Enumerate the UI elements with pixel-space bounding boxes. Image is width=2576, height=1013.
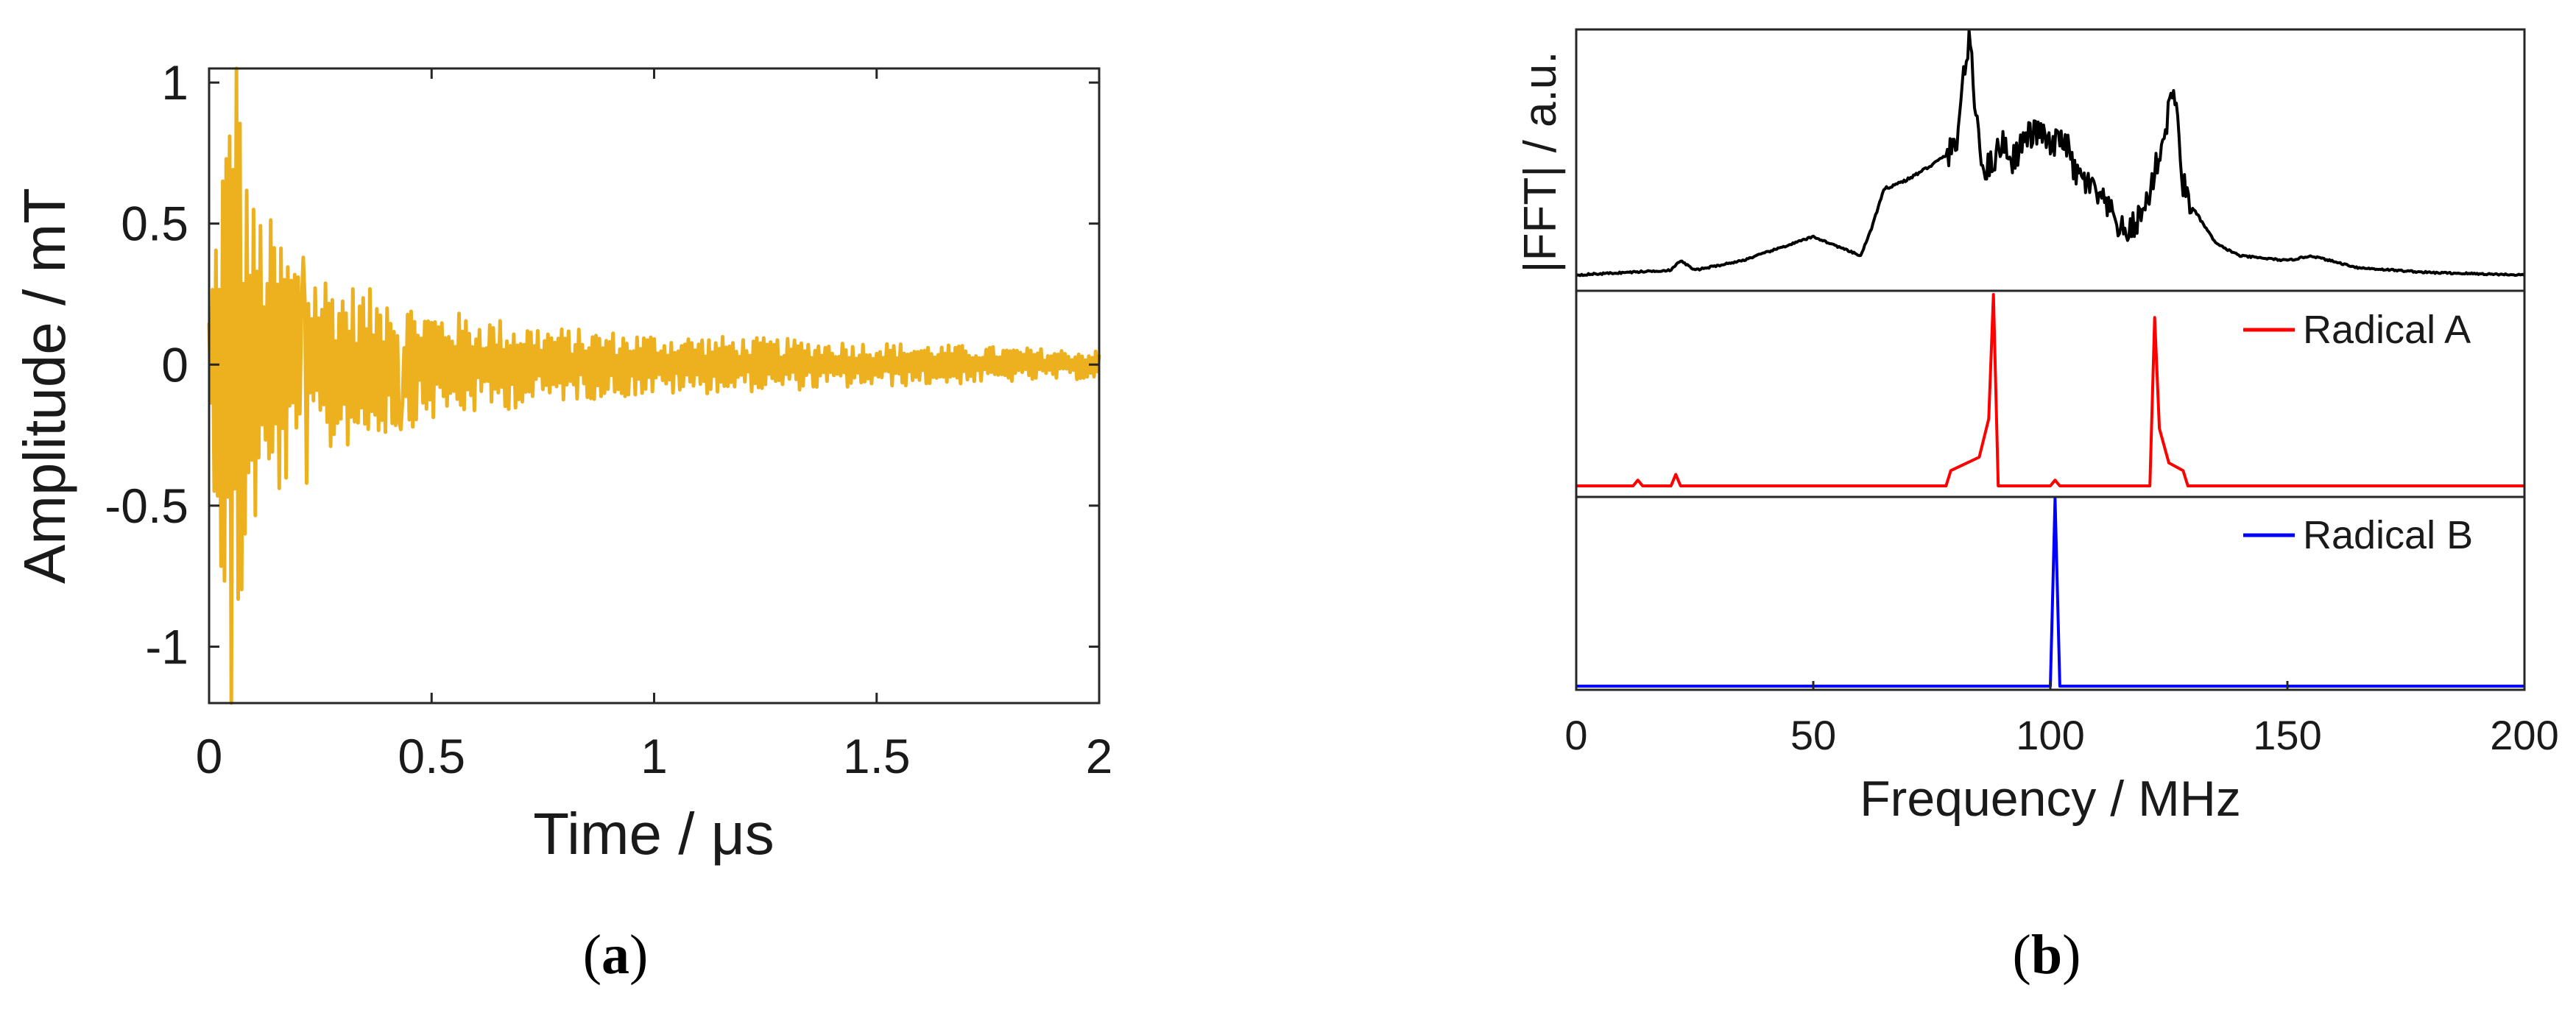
- legend-radical-b-label: Radical B: [2303, 513, 2473, 557]
- chart-b-xtick-4: 200: [2490, 712, 2558, 758]
- chart-b-xtick-1: 50: [1790, 712, 1836, 758]
- panel-label-b-close-paren: ): [2062, 924, 2081, 986]
- panel-label-a-open-paren: (: [583, 924, 601, 986]
- chart-b-ticks: [1575, 681, 2526, 690]
- chart-a-ticks: [208, 68, 1101, 703]
- chart-a-xtick-4: 2: [1086, 729, 1113, 783]
- chart-b-series-top-line: [1575, 28, 2526, 278]
- chart-a-series-line: [207, 66, 1101, 705]
- panel-label-b: (b): [2013, 924, 2081, 986]
- chart-a-ytick-1: 0.5: [121, 197, 188, 251]
- chart-a-xlabel: Time / μs: [533, 801, 774, 866]
- panel-label-a-letter: a: [601, 924, 629, 986]
- chart-a-xtick-2: 1: [641, 729, 668, 783]
- chart-a-ytick-4: -1: [145, 619, 188, 674]
- chart-a-ytick-0: 1: [161, 55, 188, 110]
- chart-b-ylabel: |FFT| / a.u.: [1515, 52, 1566, 273]
- chart-b-xlabel: Frequency / MHz: [1860, 771, 2241, 827]
- chart-b-xtick-3: 150: [2253, 712, 2321, 758]
- legend-radical-a: Radical A: [2243, 308, 2471, 352]
- panel-label-b-letter: b: [2031, 924, 2062, 986]
- chart-a-ytick-2: 0: [161, 337, 188, 392]
- panel-label-a-close-paren: ): [629, 924, 648, 986]
- chart-a-xtick-0: 0: [196, 729, 223, 783]
- chart-a-xtick-3: 1.5: [843, 729, 911, 783]
- chart-a-trace-group: [207, 66, 1101, 705]
- chart-a-ytick-3: -0.5: [105, 479, 188, 533]
- chart-a-xtick-1: 0.5: [398, 729, 465, 783]
- chart-b-xtick-0: 0: [1564, 712, 1587, 758]
- chart-b-series-middle-line: [1576, 293, 2524, 487]
- legend-radical-a-label: Radical A: [2303, 308, 2471, 352]
- legend-radical-b: Radical B: [2243, 513, 2473, 557]
- panel-label-a: (a): [583, 924, 649, 986]
- chart-a-ylabel: Amplitude / mT: [12, 188, 77, 584]
- chart-b-xtick-2: 100: [2016, 712, 2084, 758]
- chart-a: 0 0.5 1 1.5 2 1 0.5 0 -0.5 -1 Time / μs …: [12, 55, 1112, 866]
- chart-b-traces: [1575, 28, 2526, 688]
- chart-b: 0 50 100 150 200 Frequency / MHz |FFT| /…: [1515, 28, 2559, 827]
- chart-b-top-axes-box: [1575, 28, 2526, 292]
- panel-label-b-open-paren: (: [2013, 924, 2031, 986]
